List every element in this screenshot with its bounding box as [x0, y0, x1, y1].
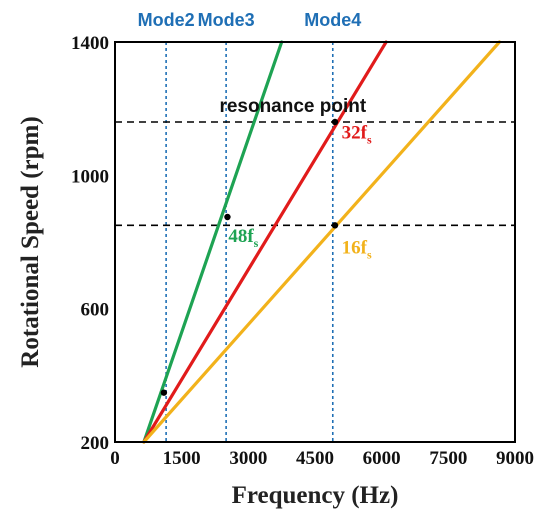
mode-label: Mode4	[304, 10, 361, 30]
plot-frame	[114, 41, 516, 443]
y-tick-label: 200	[81, 433, 110, 454]
series-label: 32fs	[342, 123, 372, 147]
series-line	[142, 40, 388, 444]
series-label-text: 16f	[342, 238, 368, 259]
y-tick-label: 1400	[71, 33, 109, 54]
y-axis-ticks: 200 600 1000 1400	[71, 33, 109, 454]
series-line	[142, 40, 284, 444]
mode-label: Mode2	[138, 10, 195, 30]
resonance-points	[160, 118, 339, 396]
mode-lines	[165, 42, 334, 442]
series-label: 48fs	[228, 226, 258, 250]
y-axis-title: Rotational Speed (rpm)	[17, 116, 44, 367]
series-label: 16fs	[342, 238, 372, 262]
x-tick-label: 3000	[229, 448, 267, 469]
mode-label: Mode3	[198, 10, 255, 30]
resonance-point	[331, 118, 339, 126]
x-axis-title: Frequency (Hz)	[232, 482, 399, 509]
x-tick-label: 0	[110, 448, 120, 469]
resonance-point-annotation: resonance point	[219, 96, 366, 117]
series-label-text: 48f	[228, 226, 254, 247]
x-tick-label: 7500	[429, 448, 467, 469]
reference-lines	[115, 121, 515, 227]
series-label-subscript: s	[367, 248, 372, 262]
series-label-text: 32f	[342, 123, 368, 144]
y-tick-label: 600	[81, 300, 110, 321]
x-tick-label: 6000	[363, 448, 401, 469]
y-tick-label: 1000	[71, 166, 109, 187]
mode-labels: Mode2 Mode3 Mode4	[138, 10, 362, 30]
series-line	[142, 40, 502, 444]
x-tick-label: 1500	[163, 448, 201, 469]
resonance-point	[160, 389, 168, 396]
x-tick-label: 9000	[496, 448, 534, 469]
x-tick-label: 4500	[296, 448, 334, 469]
x-axis-ticks: 0 1500 3000 4500 6000 7500 9000	[110, 448, 534, 469]
series-label-subscript: s	[367, 133, 372, 147]
resonance-point	[224, 213, 231, 221]
resonance-point	[331, 222, 339, 229]
series-label-subscript: s	[254, 236, 259, 250]
series-lines	[142, 40, 502, 444]
